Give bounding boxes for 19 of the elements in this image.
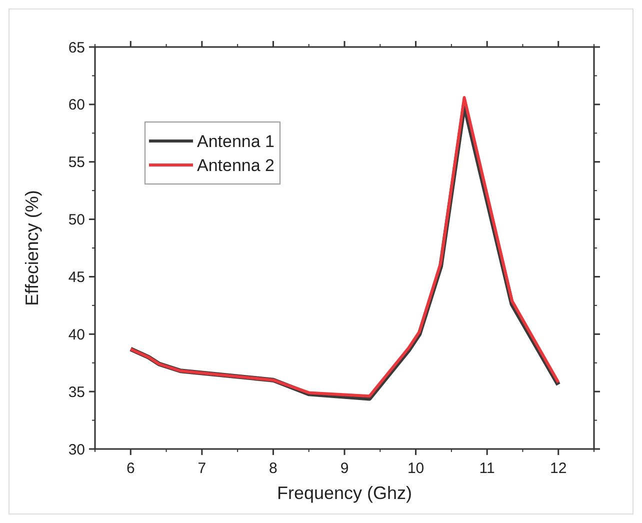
y-axis-title: Effeciency (%) [22, 190, 42, 306]
y-tick-label: 35 [68, 384, 85, 401]
legend-label: Antenna 2 [197, 156, 275, 175]
y-tick-label: 45 [68, 268, 85, 286]
y-tick-label: 55 [68, 154, 85, 172]
x-tick-label: 6 [126, 460, 135, 477]
y-tick-label: 30 [68, 441, 85, 458]
x-tick-label: 9 [340, 460, 349, 477]
x-tick-label: 7 [198, 460, 206, 477]
legend-label: Antenna 1 [197, 132, 275, 151]
x-tick-label: 11 [479, 460, 495, 477]
y-tick-label: 65 [68, 39, 85, 56]
x-tick-label: 10 [407, 460, 424, 477]
y-tick-label: 50 [68, 212, 85, 229]
x-tick-label: 12 [550, 460, 567, 477]
y-tick-label: 60 [68, 96, 85, 114]
x-axis-title: Frequency (Ghz) [276, 483, 412, 503]
y-tick-label: 40 [68, 326, 85, 344]
x-tick-label: 8 [269, 460, 278, 477]
